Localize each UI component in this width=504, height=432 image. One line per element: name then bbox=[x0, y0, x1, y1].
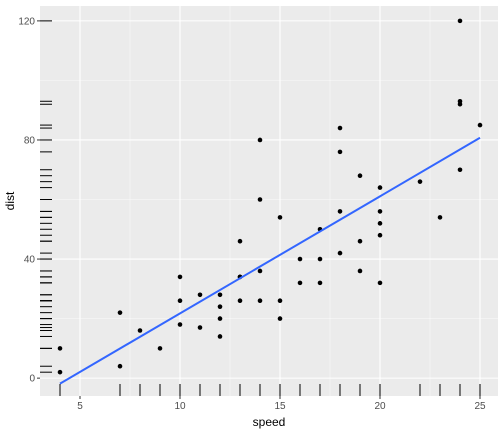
data-point bbox=[177, 298, 183, 304]
data-point bbox=[257, 197, 263, 202]
data-point bbox=[317, 256, 323, 262]
data-point bbox=[257, 268, 263, 274]
data-point bbox=[457, 18, 463, 24]
data-point bbox=[117, 363, 123, 369]
x-tick-label: 5 bbox=[77, 401, 83, 412]
data-point bbox=[277, 316, 283, 321]
data-point bbox=[437, 215, 443, 220]
data-point bbox=[357, 173, 363, 178]
minor-grid bbox=[40, 6, 498, 396]
data-point bbox=[57, 346, 63, 351]
data-point bbox=[357, 238, 363, 244]
x-rug bbox=[59, 384, 481, 396]
data-point bbox=[217, 304, 223, 309]
data-point bbox=[337, 149, 343, 155]
data-point bbox=[177, 274, 183, 280]
data-point bbox=[157, 346, 163, 351]
data-point bbox=[217, 334, 223, 339]
data-point bbox=[477, 122, 483, 128]
plot-panel bbox=[40, 6, 498, 396]
y-axis-title: dist bbox=[3, 191, 17, 210]
data-point bbox=[277, 298, 283, 304]
data-point bbox=[377, 209, 383, 214]
data-point bbox=[137, 328, 143, 333]
data-point bbox=[457, 98, 463, 104]
data-point bbox=[257, 137, 263, 143]
data-point bbox=[297, 256, 303, 262]
data-point bbox=[457, 167, 463, 173]
y-axis-ticks: 0 40 80 120 bbox=[18, 16, 40, 385]
data-point bbox=[277, 215, 283, 220]
regression-line bbox=[59, 136, 481, 385]
data-point bbox=[197, 292, 203, 298]
data-point bbox=[377, 280, 383, 286]
x-tick-label: 10 bbox=[174, 401, 186, 412]
x-tick-label: 25 bbox=[474, 401, 486, 412]
x-tick-label: 15 bbox=[274, 401, 286, 412]
y-tick-label: 120 bbox=[18, 16, 35, 27]
data-point bbox=[237, 238, 243, 244]
data-points bbox=[57, 18, 483, 375]
data-point bbox=[197, 325, 203, 330]
data-point bbox=[377, 185, 383, 190]
x-axis-title: speed bbox=[253, 415, 286, 429]
data-point bbox=[117, 310, 123, 315]
y-tick-label: 80 bbox=[24, 135, 36, 146]
data-point bbox=[177, 322, 183, 327]
data-point bbox=[217, 316, 223, 321]
y-rug bbox=[40, 20, 52, 373]
data-point bbox=[217, 292, 223, 298]
data-point bbox=[377, 232, 383, 238]
x-axis-ticks: 5 10 15 20 25 bbox=[77, 396, 486, 412]
y-tick-label: 40 bbox=[24, 255, 36, 266]
y-tick-label: 0 bbox=[29, 374, 35, 385]
data-point bbox=[357, 268, 363, 274]
data-point bbox=[337, 250, 343, 256]
x-tick-label: 20 bbox=[374, 401, 386, 412]
data-point bbox=[377, 221, 383, 226]
data-point bbox=[337, 125, 343, 131]
data-point bbox=[57, 369, 63, 375]
data-point bbox=[417, 179, 423, 184]
data-point bbox=[337, 209, 343, 214]
data-point bbox=[297, 280, 303, 286]
data-point bbox=[257, 298, 263, 304]
data-point bbox=[237, 298, 243, 304]
major-grid bbox=[40, 6, 498, 396]
data-point bbox=[317, 280, 323, 286]
